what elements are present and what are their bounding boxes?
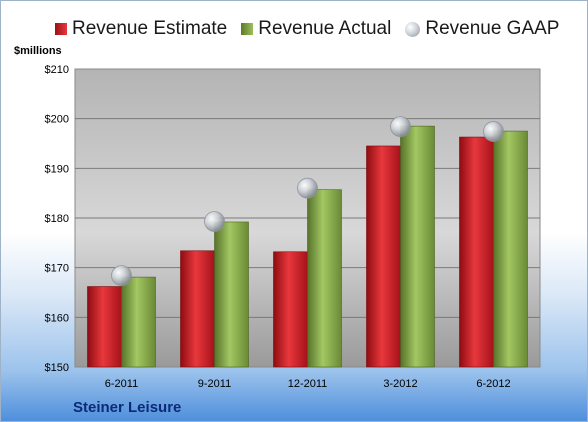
y-tick-label: $190 [45, 163, 69, 175]
legend-swatch-estimate [55, 23, 67, 35]
company-name: Steiner Leisure [73, 399, 182, 416]
bar-revenue-estimate [459, 136, 494, 368]
y-tick-label: $150 [45, 362, 69, 374]
marker-revenue-gaap [390, 116, 411, 138]
marker-revenue-gaap [483, 121, 504, 142]
legend-label-estimate: Revenue Estimate [72, 18, 228, 39]
y-tick-label: $170 [45, 263, 69, 275]
legend-item-actual: Revenue Actual [241, 18, 391, 40]
bar-revenue-actual [493, 130, 528, 368]
legend-swatch-actual [241, 23, 254, 35]
y-tick-label: $210 [45, 64, 69, 76]
legend-item-estimate: Revenue Estimate [55, 18, 227, 40]
x-tick-label: 3-2012 [383, 378, 417, 390]
x-tick-label: 6-2012 [476, 378, 510, 390]
x-tick-label: 9-2011 [198, 378, 231, 390]
bar-revenue-actual [214, 221, 249, 368]
x-tick-label: 6-2011 [105, 378, 138, 390]
x-tick-label: 12-2011 [288, 378, 328, 390]
marker-revenue-gaap [204, 211, 225, 232]
bar-revenue-actual [307, 189, 342, 368]
y-axis-unit-label: $millions [14, 45, 62, 57]
legend-label-actual: Revenue Actual [258, 18, 392, 39]
y-tick-label: $180 [45, 213, 69, 225]
legend-item-gaap: Revenue GAAP [405, 18, 559, 40]
bar-revenue-estimate [273, 251, 308, 368]
legend: Revenue Estimate Revenue Actual Revenue … [55, 17, 559, 41]
marker-revenue-gaap [297, 177, 318, 199]
y-tick-label: $160 [45, 312, 69, 324]
legend-label-gaap: Revenue GAAP [425, 18, 560, 39]
legend-swatch-gaap [405, 21, 421, 37]
bar-revenue-actual [400, 125, 435, 368]
marker-revenue-gaap [111, 265, 132, 287]
y-tick-label: $200 [45, 114, 69, 126]
bar-revenue-estimate [87, 286, 122, 368]
bar-revenue-actual [121, 276, 156, 368]
bar-revenue-estimate [180, 250, 215, 368]
bar-revenue-estimate [366, 145, 401, 368]
